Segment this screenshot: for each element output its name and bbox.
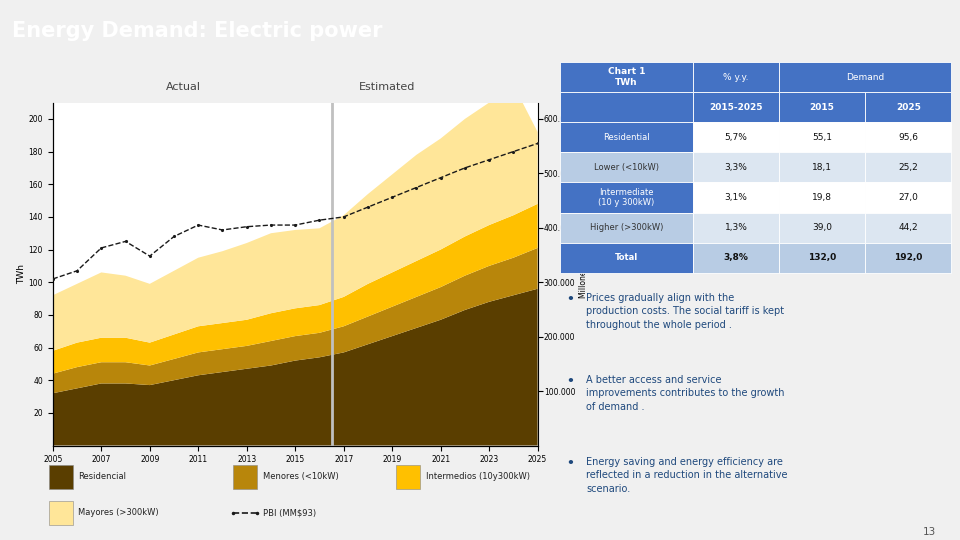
- Text: •: •: [566, 375, 574, 388]
- Bar: [233, 465, 257, 489]
- Text: 19,8: 19,8: [812, 193, 832, 202]
- Text: Higher (>300kW): Higher (>300kW): [589, 223, 663, 232]
- Bar: [779, 213, 865, 242]
- Bar: [49, 465, 73, 489]
- Bar: [865, 242, 951, 273]
- Bar: [560, 152, 693, 183]
- Text: 3,8%: 3,8%: [724, 253, 749, 262]
- Text: 44,2: 44,2: [899, 223, 918, 232]
- Text: 5,7%: 5,7%: [725, 133, 748, 142]
- Text: 27,0: 27,0: [899, 193, 918, 202]
- Text: 55,1: 55,1: [812, 133, 832, 142]
- Bar: [560, 92, 693, 122]
- Bar: [865, 213, 951, 242]
- Text: Intermediate
(10 y 300kW): Intermediate (10 y 300kW): [598, 188, 655, 207]
- Text: Chart 1
TWh: Chart 1 TWh: [608, 68, 645, 87]
- Y-axis label: TWh: TWh: [16, 264, 26, 284]
- Text: Demand: Demand: [846, 73, 884, 82]
- Bar: [779, 242, 865, 273]
- Bar: [779, 122, 865, 152]
- Bar: [779, 62, 951, 92]
- Text: 13: 13: [923, 527, 936, 537]
- Bar: [779, 152, 865, 183]
- Bar: [560, 62, 693, 92]
- Bar: [560, 213, 693, 242]
- Text: Residencial: Residencial: [79, 472, 127, 481]
- Text: 2015: 2015: [809, 103, 834, 112]
- Text: 132,0: 132,0: [808, 253, 836, 262]
- Bar: [693, 183, 779, 213]
- Text: 95,6: 95,6: [899, 133, 919, 142]
- Text: 2025: 2025: [896, 103, 921, 112]
- Bar: [693, 152, 779, 183]
- Text: Energy Demand: Electric power: Energy Demand: Electric power: [12, 21, 383, 41]
- Text: A better access and service
improvements contributes to the growth
of demand .: A better access and service improvements…: [587, 375, 784, 411]
- Bar: [693, 62, 779, 92]
- Text: Menores (<10kW): Menores (<10kW): [263, 472, 339, 481]
- Bar: [865, 122, 951, 152]
- Bar: [49, 501, 73, 524]
- Text: 39,0: 39,0: [812, 223, 832, 232]
- Text: •: •: [566, 293, 574, 306]
- Bar: [865, 183, 951, 213]
- Text: Actual: Actual: [166, 82, 202, 92]
- Text: 192,0: 192,0: [894, 253, 923, 262]
- Text: •: •: [566, 457, 574, 470]
- Bar: [396, 465, 420, 489]
- Text: 2015-2025: 2015-2025: [709, 103, 762, 112]
- Bar: [779, 92, 865, 122]
- Text: Energy saving and energy efficiency are
reflected in a reduction in the alternat: Energy saving and energy efficiency are …: [587, 457, 787, 494]
- Text: % y.y.: % y.y.: [723, 73, 749, 82]
- Bar: [779, 183, 865, 213]
- Text: Estimated: Estimated: [359, 82, 416, 92]
- Bar: [693, 122, 779, 152]
- Bar: [693, 92, 779, 122]
- Text: 3,3%: 3,3%: [725, 163, 748, 172]
- Text: 18,1: 18,1: [812, 163, 832, 172]
- Text: Residential: Residential: [603, 133, 650, 142]
- Text: 1,3%: 1,3%: [725, 223, 748, 232]
- Bar: [865, 92, 951, 122]
- Text: 25,2: 25,2: [899, 163, 918, 172]
- Bar: [560, 122, 693, 152]
- Bar: [560, 242, 693, 273]
- Bar: [693, 242, 779, 273]
- Text: 3,1%: 3,1%: [725, 193, 748, 202]
- Bar: [560, 183, 693, 213]
- Text: Lower (<10kW): Lower (<10kW): [594, 163, 659, 172]
- Text: Mayores (>300kW): Mayores (>300kW): [79, 508, 159, 517]
- Bar: [693, 213, 779, 242]
- Text: Total: Total: [614, 253, 637, 262]
- Bar: [865, 152, 951, 183]
- Text: Prices gradually align with the
production costs. The social tariff is kept
thro: Prices gradually align with the producti…: [587, 293, 784, 329]
- Text: Intermedios (10y300kW): Intermedios (10y300kW): [425, 472, 530, 481]
- Text: PBI (MM$93): PBI (MM$93): [263, 508, 316, 517]
- Y-axis label: Millones $93: Millones $93: [578, 250, 588, 298]
